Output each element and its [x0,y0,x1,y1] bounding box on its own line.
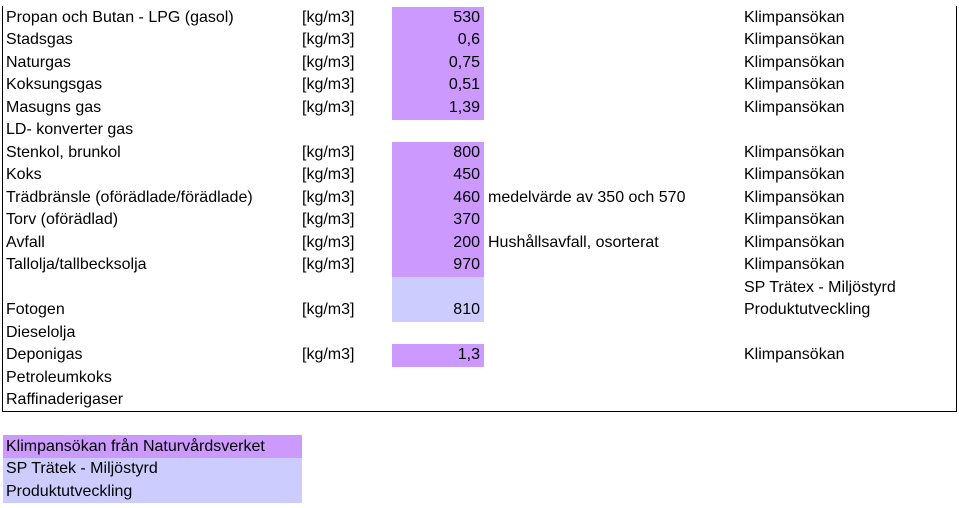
fuel-name: Koksungsgas [6,76,103,94]
fuel-name: Naturgas [6,53,71,71]
fuel-name: Dieselolja [6,323,76,341]
source: Klimpansökan [744,188,845,206]
value-cell-fill [392,344,484,368]
source: Klimpansökan [744,31,845,49]
fuel-name: Trädbränsle (oförädlade/förädlade) [6,188,253,206]
source: Klimpansökan [744,76,845,94]
unit: [kg/m3] [302,256,355,274]
table-border [2,6,957,412]
unit: [kg/m3] [302,98,355,116]
fuel-name: Deponigas [6,346,83,364]
fuel-name: Stadsgas [6,31,73,49]
source: SP Trätex - Miljöstyrd [744,278,896,296]
density-value: 810 [453,301,480,319]
value-cell-fill [392,231,484,255]
note: Hushållsavfall, osorterat [488,233,659,251]
density-value: 1,39 [448,98,480,116]
value-cell-fill [392,276,484,300]
note: medelvärde av 350 och 570 [488,188,686,206]
value-cell-fill [392,164,484,188]
value-cell-fill [392,51,484,75]
fuel-name: Propan och Butan - LPG (gasol) [6,9,234,26]
value-cell-fill [392,186,484,210]
unit: [kg/m3] [302,301,355,319]
density-value: 200 [453,233,480,251]
density-value: 1,3 [457,346,480,364]
density-value: 370 [453,211,480,229]
fuel-name: Masugns gas [6,98,102,116]
source: Klimpansökan [744,143,845,161]
source: Klimpansökan [744,98,845,116]
density-value: 460 [453,188,480,206]
source: Klimpansökan [744,9,845,26]
density-value: 800 [453,143,480,161]
fuel-name: LD- konverter gas [6,121,134,139]
source: Klimpansökan [744,166,845,184]
source: Klimpansökan [744,346,845,364]
unit: [kg/m3] [302,9,355,26]
fuel-name: Raffinaderigaser [6,390,124,408]
unit: [kg/m3] [302,211,355,229]
value-cell-fill [392,96,484,120]
unit: [kg/m3] [302,76,355,94]
density-value: 0,6 [457,31,480,49]
unit: [kg/m3] [302,53,355,71]
fuel-name: Petroleumkoks [6,368,112,386]
density-value: 0,51 [448,76,480,94]
value-cell-fill [392,141,484,165]
unit: [kg/m3] [302,166,355,184]
legend-label: SP Trätek - Miljöstyrd [6,460,158,477]
fuel-name: Avfall [6,233,45,251]
unit: [kg/m3] [302,188,355,206]
density-value: 970 [453,256,480,274]
fuel-name: Koks [6,166,42,184]
legend-label: Produktutveckling [6,482,133,500]
value-cell-fill [392,7,484,30]
source: Klimpansökan [744,256,845,274]
legend-fill [3,435,302,458]
legend-fill [3,480,302,503]
density-value: 450 [453,166,480,184]
value-cell-fill [392,209,484,233]
unit: [kg/m3] [302,233,355,251]
legend-fill [3,457,302,481]
source: Klimpansökan [744,53,845,71]
unit: [kg/m3] [302,143,355,161]
value-cell-fill [392,254,484,278]
value-cell-fill [392,299,484,323]
legend-label: Klimpansökan från Naturvårdsverket [6,437,265,455]
unit: [kg/m3] [302,346,355,364]
fuel-name: Stenkol, brunkol [6,143,121,161]
value-cell-fill [392,74,484,98]
density-value: 530 [453,9,480,26]
value-cell-fill [392,29,484,53]
source: Klimpansökan [744,233,845,251]
density-value: 0,75 [448,53,480,71]
fuel-name: Torv (oförädlad) [6,211,119,229]
source: Klimpansökan [744,211,845,229]
source: Produktutveckling [744,301,871,319]
fuel-name: Tallolja/tallbecksolja [6,256,147,274]
fuel-name: Fotogen [6,301,65,319]
unit: [kg/m3] [302,31,355,49]
